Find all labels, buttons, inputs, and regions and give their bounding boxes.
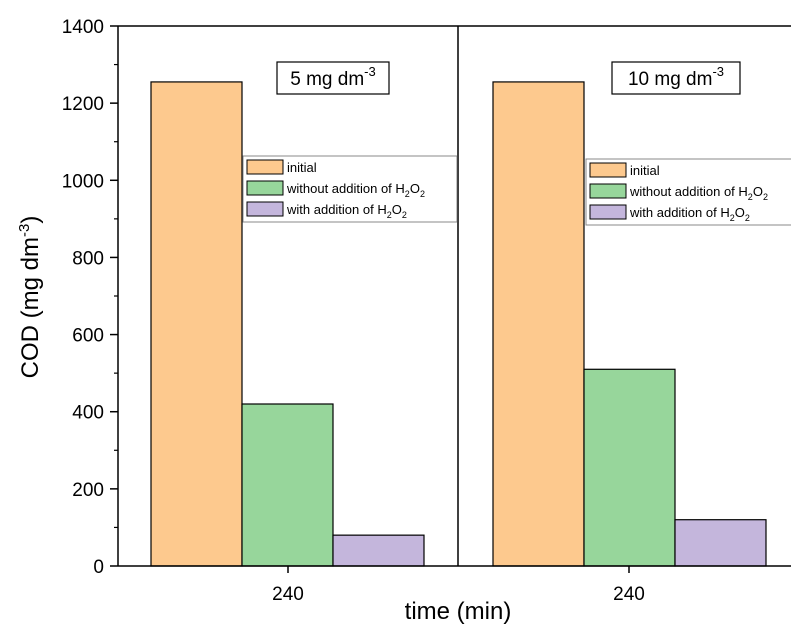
legends-layer: initial without addition of H2O2 with addi… (242, 155, 791, 226)
bar-without-panel-1 (241, 403, 334, 567)
panel-labels-layer: 5 mg dm-3 10 mg dm-3 (276, 61, 741, 95)
legend-swatch-with (589, 204, 627, 220)
y-axis-title: COD (mg dm-3) (16, 216, 44, 379)
y-tick-label: 1400 (62, 17, 104, 38)
legend-swatch-with (246, 201, 284, 217)
bars-layer (150, 81, 767, 567)
y-tick-label: 200 (72, 480, 104, 501)
y-tick-label: 400 (72, 403, 104, 424)
legend-label-with: with addition of H2O2 (286, 202, 407, 220)
ticks-layer: 240 240 0 200 400 600 800 1000 1200 1400 (62, 17, 645, 605)
legend-label-with: with addition of H2O2 (629, 205, 750, 223)
legend-swatch-initial (246, 159, 284, 175)
legend-label-initial: initial (630, 163, 660, 178)
concentration-label: 5 mg dm-3 (290, 64, 375, 90)
x-tick-label: 240 (613, 584, 645, 605)
legend-swatch-without (246, 180, 284, 196)
bar-without-panel-2 (583, 368, 676, 567)
concentration-box (276, 61, 390, 95)
legend-label-without: without addition of H2O2 (629, 184, 768, 202)
y-tick-label: 0 (93, 557, 104, 578)
y-tick-label: 1200 (62, 94, 104, 115)
legend-label-without: without addition of H2O2 (286, 181, 425, 199)
y-tick-label: 800 (72, 248, 104, 269)
x-axis-title: time (min) (405, 598, 512, 625)
y-tick-label: 1000 (62, 171, 104, 192)
bar-initial-panel-2 (492, 81, 585, 567)
bar-with-panel-2 (674, 519, 767, 567)
bar-with-panel-1 (332, 534, 425, 567)
concentration-box (611, 61, 741, 95)
concentration-label: 10 mg dm-3 (628, 64, 724, 90)
y-tick-label: 600 (72, 326, 104, 347)
legend-label-initial: initial (287, 160, 317, 175)
legend-swatch-initial (589, 162, 627, 178)
bar-initial-panel-1 (150, 81, 243, 567)
legend-swatch-without (589, 183, 627, 199)
x-tick-label: 240 (272, 584, 304, 605)
